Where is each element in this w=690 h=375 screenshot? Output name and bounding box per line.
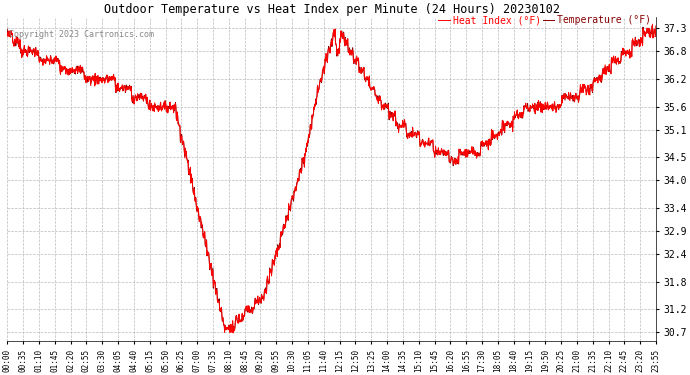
Temperature (°F): [220, 323, 228, 328]
Heat Index (°F): [433, 150, 442, 154]
Temperature (°F): [3, 27, 12, 32]
Temperature (°F): [148, 103, 156, 108]
Temperature (°F): [518, 111, 526, 116]
Heat Index (°F): [575, 94, 584, 99]
Heat Index (°F): [220, 322, 228, 327]
Heat Index (°F): [132, 95, 140, 100]
Heat Index (°F): [229, 331, 237, 335]
Temperature (°F): [132, 96, 140, 100]
Heat Index (°F): [649, 22, 657, 26]
Temperature (°F): [575, 93, 584, 98]
Heat Index (°F): [652, 24, 660, 28]
Legend: Heat Index (°F), Temperature (°F): Heat Index (°F), Temperature (°F): [438, 15, 651, 26]
Heat Index (°F): [3, 31, 12, 35]
Temperature (°F): [652, 24, 660, 28]
Line: Temperature (°F): Temperature (°F): [8, 26, 656, 332]
Text: Copyright 2023 Cartronics.com: Copyright 2023 Cartronics.com: [8, 30, 154, 39]
Temperature (°F): [433, 150, 442, 155]
Title: Outdoor Temperature vs Heat Index per Minute (24 Hours) 20230102: Outdoor Temperature vs Heat Index per Mi…: [104, 3, 560, 16]
Line: Heat Index (°F): Heat Index (°F): [8, 24, 656, 333]
Heat Index (°F): [518, 110, 526, 115]
Temperature (°F): [229, 330, 237, 334]
Heat Index (°F): [148, 101, 156, 106]
